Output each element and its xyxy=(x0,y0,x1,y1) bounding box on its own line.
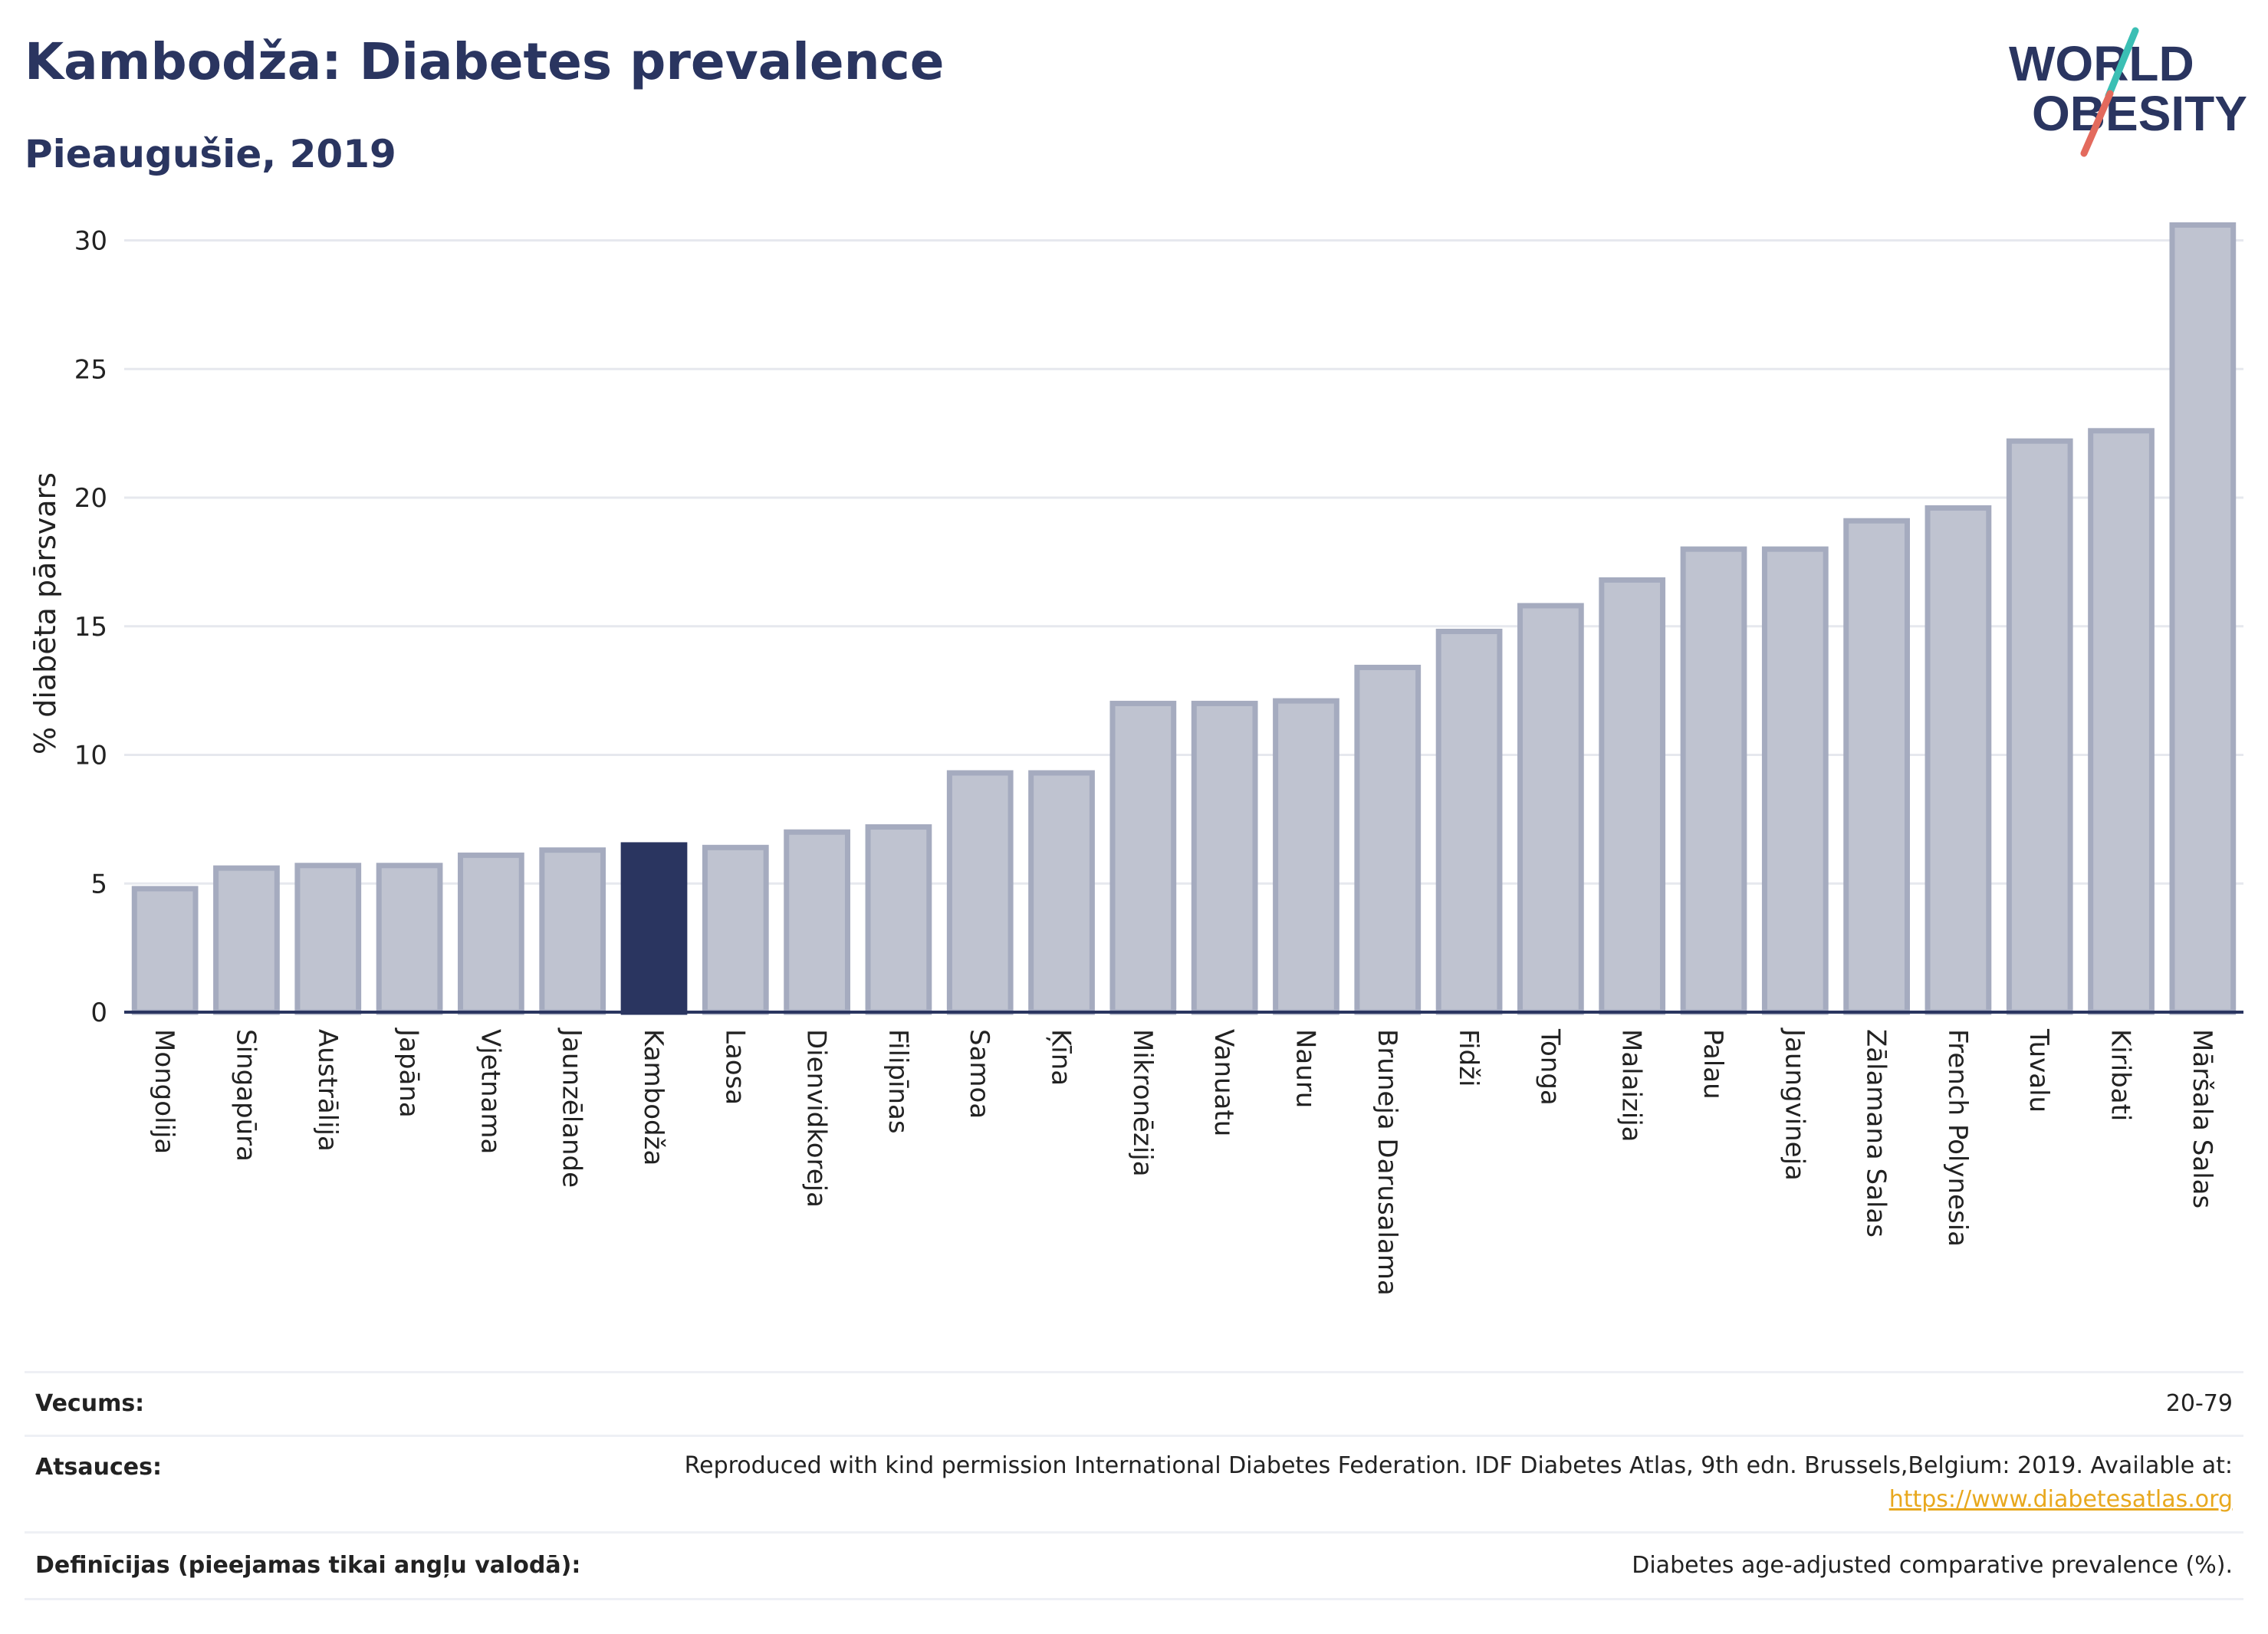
y-tick-label: 20 xyxy=(74,483,107,514)
x-tick-label: French Polynesia xyxy=(1942,1029,1973,1247)
bar xyxy=(702,844,769,1015)
x-tick-label: Mongolija xyxy=(149,1029,179,1154)
bar xyxy=(2006,438,2073,1015)
bar xyxy=(1028,770,1095,1015)
bar xyxy=(1109,700,1177,1015)
bar xyxy=(620,842,688,1015)
bar-chart: 0 5 10 15 20 25 30 % diabēta pārsvars Mongolija S… xyxy=(28,222,2243,1296)
x-tick-label: Mikronēzija xyxy=(1127,1029,1158,1177)
y-tick-label: 25 xyxy=(74,354,107,385)
x-tick-label: Ķīna xyxy=(1046,1029,1076,1086)
x-tick-label: Bruneja Darusalama xyxy=(1372,1029,1402,1296)
bar xyxy=(1925,505,1992,1015)
x-tick-label: Nauru xyxy=(1290,1029,1320,1108)
bar xyxy=(865,824,932,1015)
bar xyxy=(1191,700,1258,1015)
x-tick-label: Tuvalu xyxy=(2023,1028,2054,1113)
meta-label-definitions: Definīcijas (pieejamas tikai angļu valod… xyxy=(35,1552,581,1579)
x-tick-label: Zālamana Salas xyxy=(1861,1029,1892,1238)
bar xyxy=(1761,546,1829,1015)
meta-value-age: 20-79 xyxy=(2165,1390,2233,1417)
meta-value-definitions: Diabetes age-adjusted comparative preval… xyxy=(1632,1552,2233,1579)
x-tick-label: Samoa xyxy=(964,1029,994,1119)
logo-slash-teal xyxy=(2105,27,2139,100)
bar xyxy=(294,863,362,1015)
bar xyxy=(539,847,606,1015)
y-tick-label: 0 xyxy=(90,998,107,1028)
logo-word-world: WORLD xyxy=(2009,36,2194,91)
page-title: Kambodža: Diabetes prevalence xyxy=(25,32,945,91)
y-tick-label: 15 xyxy=(74,612,107,643)
x-tick-label: Filipīnas xyxy=(883,1029,913,1134)
x-tick-label: Dienvidkoreja xyxy=(801,1029,832,1208)
x-tick-label: Malaizija xyxy=(1616,1029,1647,1142)
x-tick-label: Austrālija xyxy=(312,1029,343,1152)
bar xyxy=(2088,428,2155,1015)
meta-value-sources: Reproduced with kind permission Internat… xyxy=(685,1449,2233,1517)
bar xyxy=(2169,222,2237,1015)
bar xyxy=(1843,518,1910,1015)
meta-sources-text: Reproduced with kind permission Internat… xyxy=(684,1452,2233,1479)
x-tick-label: Māršala Salas xyxy=(2187,1029,2217,1208)
x-tick-label: Fidži xyxy=(1453,1029,1484,1087)
bar xyxy=(376,863,443,1015)
logo-slash-red xyxy=(2080,90,2114,157)
metadata-table: Vecums: 20-79 Atsauces: Reproduced with … xyxy=(25,1371,2243,1603)
bar xyxy=(1599,577,1666,1015)
meta-row-age: Vecums: 20-79 xyxy=(25,1373,2243,1437)
world-obesity-logo: WORLD OBESITY xyxy=(2009,27,2247,157)
bar xyxy=(458,852,524,1015)
meta-label-age: Vecums: xyxy=(35,1390,145,1417)
meta-row-sources: Atsauces: Reproduced with kind permissio… xyxy=(25,1437,2243,1534)
logo-word-obesity: OBESITY xyxy=(2032,86,2247,141)
x-tick-label: Tonga xyxy=(1534,1028,1565,1106)
meta-label-sources: Atsauces: xyxy=(35,1454,162,1481)
bar xyxy=(784,829,850,1015)
x-tick-label: Singapūra xyxy=(230,1029,261,1162)
bar xyxy=(131,886,199,1015)
y-tick-label: 30 xyxy=(74,226,107,257)
x-tick-label: Laosa xyxy=(719,1029,750,1105)
bar xyxy=(946,770,1014,1015)
x-tick-label: Kiribati xyxy=(2105,1029,2136,1121)
x-tick-label: Vjetnama xyxy=(475,1029,505,1154)
x-tick-label: Kambodža xyxy=(638,1029,669,1165)
bar xyxy=(1517,603,1584,1015)
bar xyxy=(213,865,280,1015)
meta-row-definitions: Definīcijas (pieejamas tikai angļu valod… xyxy=(25,1534,2243,1600)
x-tick-label: Palau xyxy=(1698,1029,1728,1100)
page-subtitle: Pieaugušie, 2019 xyxy=(25,132,396,176)
bar xyxy=(1354,664,1422,1015)
y-tick-label: 5 xyxy=(90,869,107,899)
meta-sources-link[interactable]: https://www.diabetesatlas.org xyxy=(1888,1486,2233,1513)
bar xyxy=(1680,546,1747,1015)
bar xyxy=(1435,628,1503,1015)
x-tick-label: Vanuatu xyxy=(1208,1029,1239,1136)
bar xyxy=(1273,698,1339,1015)
y-tick-label: 10 xyxy=(74,741,107,771)
y-axis-label: % diabēta pārsvars xyxy=(28,472,62,755)
x-tick-label: Jaunzēlande xyxy=(557,1027,587,1188)
x-tick-label: Jaungvineja xyxy=(1779,1027,1809,1181)
x-tick-label: Japāna xyxy=(393,1027,424,1118)
